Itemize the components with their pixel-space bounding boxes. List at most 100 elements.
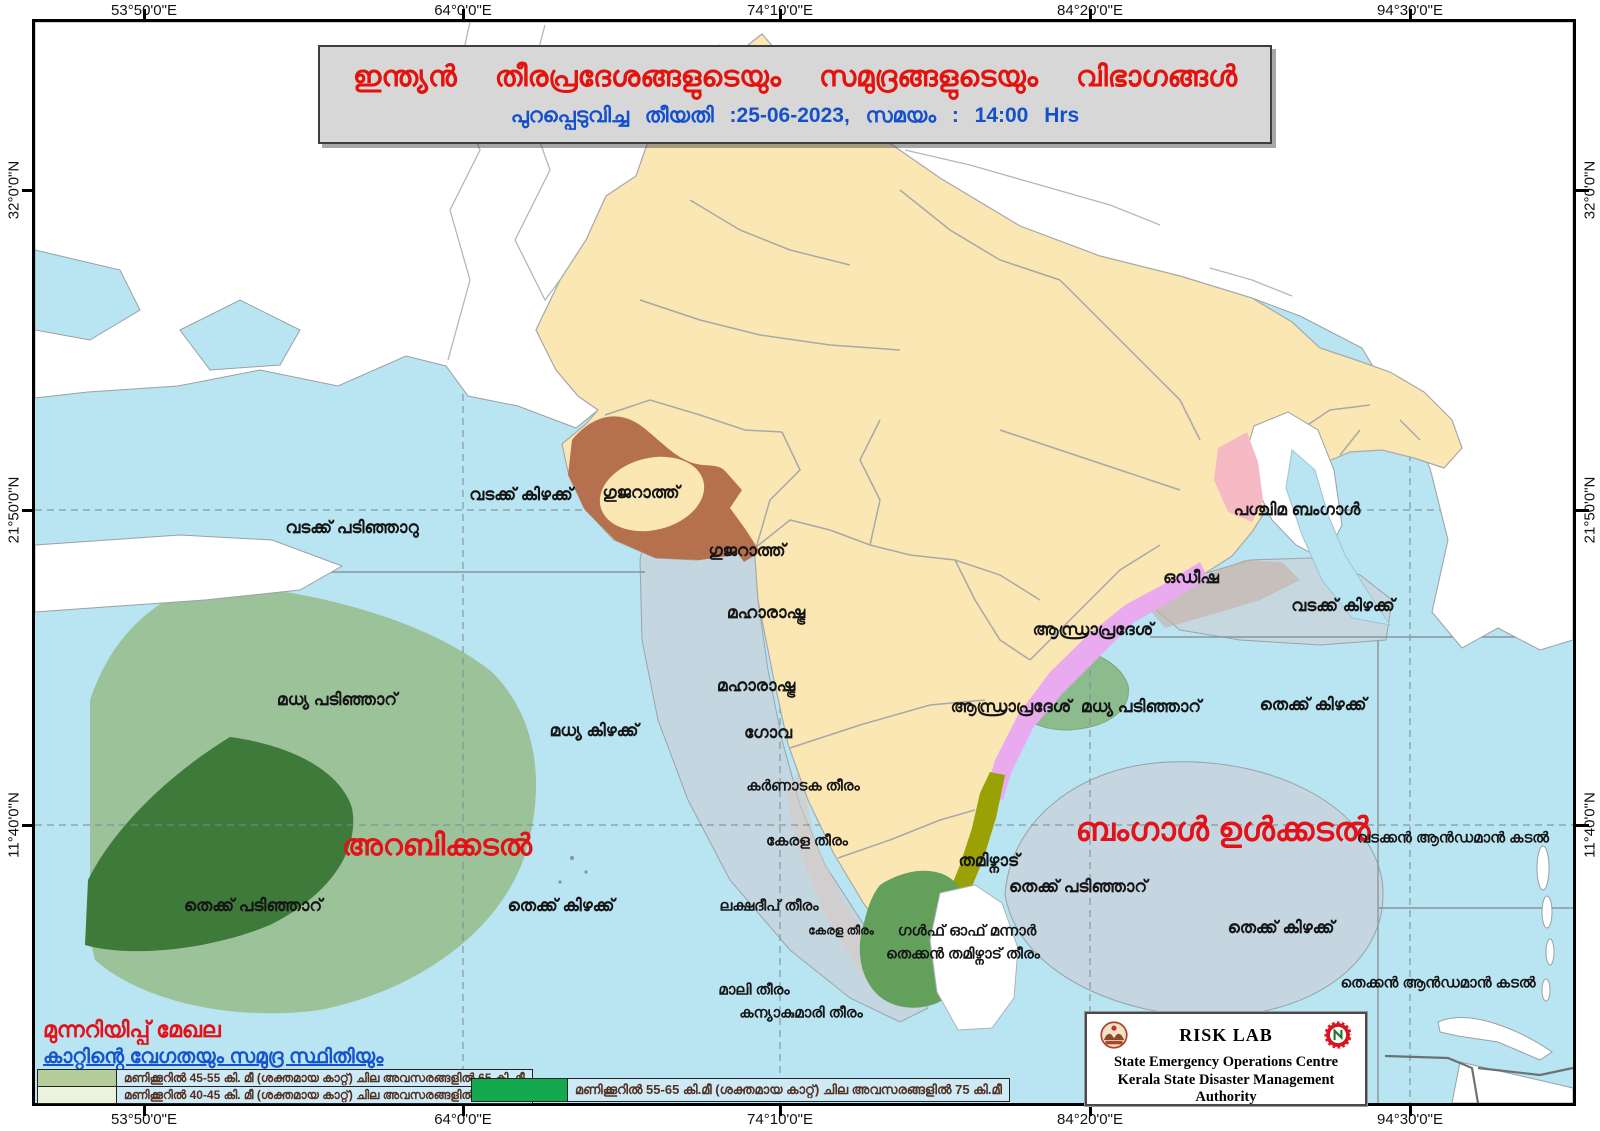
sea-label-north-andaman: വടക്കൻ ആൻഡമാൻ കടൽ xyxy=(1356,829,1550,847)
coast-label-goa: ഗോവ xyxy=(743,723,793,742)
coast-label-lakshadweep: ലക്ഷദീപ് തീരം xyxy=(719,897,819,915)
coast-label-kerala: കേരള തീരം xyxy=(766,832,848,850)
legend-subheading: കാറ്റിൻ്റെ വേഗതയും സമുദ്ര സ്ഥിതിയും xyxy=(43,1046,384,1068)
coastal-strips xyxy=(568,416,1263,1008)
axis-tick xyxy=(1089,1103,1092,1116)
legend-swatch-40-45 xyxy=(38,1087,117,1103)
longitude-label-bottom: 74°10'0"E xyxy=(747,1111,813,1128)
coast-label-andhra: ആന്ധ്രാപ്രദേശ് xyxy=(1032,620,1154,639)
sea-zone-label-bay-southeast-2: തെക്ക് കിഴക്ക് xyxy=(1227,918,1335,937)
sea-zone-label-centralwest: മധ്യ പടിഞ്ഞാറ് xyxy=(276,690,398,709)
andaman-islands xyxy=(1536,845,1555,1002)
state-borders xyxy=(604,189,1421,859)
kerala-emblem-icon xyxy=(1100,1021,1128,1049)
credits-header: RISK LAB xyxy=(1087,1014,1365,1052)
axis-tick xyxy=(1576,824,1589,827)
axis-tick xyxy=(1576,509,1589,512)
map-issue-datetime: പുറപ്പെടുവിച്ച തീയതി :25-06-2023, സമയം :… xyxy=(510,104,1080,127)
strip-south-gujarat-brown xyxy=(710,472,760,562)
longitude-label-bottom: 84°20'0"E xyxy=(1057,1111,1123,1128)
zone-odisha-tint xyxy=(1148,560,1300,628)
lakshadweep-islands xyxy=(558,856,588,884)
sea-zone-label-northeast: വടക്ക് കിഴക്ക് xyxy=(469,485,573,504)
coast-label-maharashtra: മഹാരാഷ്ട്ര xyxy=(726,603,806,622)
axis-tick xyxy=(462,1103,465,1116)
sea-zone-label-northwest: വടക്ക് പടിഞ്ഞാറു xyxy=(285,518,419,537)
coast-label-south-tamilnadu: തെക്കൻ തമിഴ്നാട് തീരം xyxy=(886,945,1040,963)
axis-tick xyxy=(1089,9,1092,22)
zone-dark-green xyxy=(85,737,354,952)
horn-of-africa xyxy=(35,534,344,613)
map-title-box: ഇന്ത്യൻ തീരപ്രദേശങ്ങളുടെയും സമുദ്രങ്ങളുട… xyxy=(318,45,1272,144)
legend-swatch-45-55 xyxy=(38,1070,117,1086)
coast-label-gujarat: ഗുജറാത്ത് xyxy=(602,483,680,502)
legend-row: മണിക്കൂറിൽ 55-65 കി.മീ (ശക്തമായ കാറ്റ്) … xyxy=(472,1079,1009,1101)
credits-box: RISK LAB State Emergency Operations Cent… xyxy=(1084,1011,1368,1107)
bangladesh-delta xyxy=(1285,449,1392,626)
legend-swatch-55-65 xyxy=(472,1079,568,1101)
coast-label-kerala-small: കേരള തീരം xyxy=(808,923,874,938)
sea-name-bay-of-bengal: ബംഗാൾ ഉൾക്കടൽ xyxy=(1075,810,1371,848)
credits-line-ksdma: Kerala State Disaster Management Authori… xyxy=(1117,1072,1335,1105)
sea-zone-label-bay-centralwest: മധ്യ പടിഞ്ഞാറ് xyxy=(1080,697,1202,716)
axis-tick xyxy=(22,824,35,827)
axis-tick xyxy=(1409,1103,1412,1116)
legend-heading: മുന്നറിയിപ്പ് മേഖല xyxy=(43,1017,221,1042)
axis-tick xyxy=(22,189,35,192)
sea-zone-label-centraleast: മധ്യ കിഴക്ക് xyxy=(549,721,639,740)
longitude-label-bottom: 53°50'0"E xyxy=(111,1111,177,1128)
offshore-zones xyxy=(85,519,1393,1023)
strip-andhra-violet xyxy=(985,562,1208,800)
legend-table-left: മണിക്കൂറിൽ 45-55 കി. മീ (ശക്തമായ കാറ്റ്)… xyxy=(37,1069,533,1104)
legend-table-right: മണിക്കൂറിൽ 55-65 കി.മീ (ശക്തമായ കാറ്റ്) … xyxy=(471,1078,1010,1102)
coast-label-kanyakumari: കന്യാകുമാരി തീരം xyxy=(739,1004,863,1022)
axis-tick xyxy=(143,9,146,22)
axis-tick xyxy=(22,509,35,512)
india-coastal-map xyxy=(35,22,1573,1103)
credits-line-seoc: State Emergency Operations Centre xyxy=(1113,1054,1339,1070)
axis-tick xyxy=(779,1103,782,1116)
strip-west-bengal-pink xyxy=(1214,432,1263,522)
coast-label-west-bengal: പശ്ചിമ ബംഗാൾ xyxy=(1233,500,1361,519)
coast-label-odisha: ഒഡീഷ xyxy=(1163,568,1219,587)
nw-sea-patch xyxy=(35,249,141,341)
longitude-label-bottom: 64°0'0"E xyxy=(434,1111,492,1128)
legend-row: മണിക്കൂറിൽ 40-45 കി. മീ (ശക്തമായ കാറ്റ്)… xyxy=(38,1086,532,1103)
map-title: ഇന്ത്യൻ തീരപ്രദേശങ്ങളുടെയും സമുദ്രങ്ങളുട… xyxy=(352,61,1238,93)
axis-tick xyxy=(462,9,465,22)
legend-row: മണിക്കൂറിൽ 45-55 കി. മീ (ശക്തമായ കാറ്റ്)… xyxy=(38,1070,532,1086)
coast-label-andhra-2: ആന്ധ്രാപ്രദേശ് xyxy=(950,697,1072,716)
gujarat-inland xyxy=(599,456,705,532)
coast-label-mali: മാലി തീരം xyxy=(718,981,790,999)
sea-zone-label-bay-northeast: വടക്ക് കിഴക്ക് xyxy=(1291,596,1395,615)
sumatra xyxy=(1384,1017,1573,1103)
sea-zone-label-bay-southeast: തെക്ക് കിഴക്ക് xyxy=(1259,695,1367,714)
axis-tick xyxy=(143,1103,146,1116)
coast-label-maharashtra-2: മഹാരാഷ്ട്ര xyxy=(716,676,796,695)
sea-name-arabian-sea: അറബിക്കടൽ xyxy=(341,829,533,862)
coast-label-karnataka: കർണാടക തീരം xyxy=(746,777,860,795)
axis-tick xyxy=(1576,189,1589,192)
legend-label: മണിക്കൂറിൽ 40-45 കി. മീ (ശക്തമായ കാറ്റ്)… xyxy=(124,1088,525,1102)
coast-label-gujarat-2: ഗുജറാത്ത് xyxy=(708,541,786,560)
legend-label: മണിക്കൂറിൽ 45-55 കി. മീ (ശക്തമായ കാറ്റ്)… xyxy=(124,1071,525,1085)
latitude-label-left: 11°40'0"N xyxy=(5,792,23,858)
longitude-label-bottom: 94°30'0"E xyxy=(1377,1111,1443,1128)
sea-zone-label-southwest: തെക്ക് പടിഞ്ഞാറ് xyxy=(183,896,323,915)
sdma-logo-icon xyxy=(1324,1021,1352,1049)
axis-tick xyxy=(779,9,782,22)
sea-zone-label-southeast: തെക്ക് കിഴക്ക് xyxy=(507,896,615,915)
sea-label-gulf-of-mannar: ഗൾഫ് ഓഫ് മന്നാർ xyxy=(897,922,1037,940)
coast-label-tamilnadu: തമിഴ്നാട് xyxy=(958,851,1020,870)
map-frame: വടക്ക് പടിഞ്ഞാറു വടക്ക് കിഴക്ക് ഗുജറാത്ത… xyxy=(32,19,1576,1107)
axis-tick xyxy=(1409,9,1412,22)
sri-lanka xyxy=(929,884,1019,1031)
risk-lab-title: RISK LAB xyxy=(1179,1024,1273,1045)
latitude-label-left: 32°0'0"N xyxy=(5,160,23,220)
sea-label-south-andaman: തെക്കൻ ആൻഡമാൻ കടൽ xyxy=(1340,974,1536,992)
persian-gulf xyxy=(179,299,301,371)
latitude-label-left: 21°50'0"N xyxy=(5,476,23,544)
sea-zone-label-bay-southwest: തെക്ക് പടിഞ്ഞാറ് xyxy=(1008,877,1148,896)
legend-label: മണിക്കൂറിൽ 55-65 കി.മീ (ശക്തമായ കാറ്റ്) … xyxy=(575,1082,1002,1097)
